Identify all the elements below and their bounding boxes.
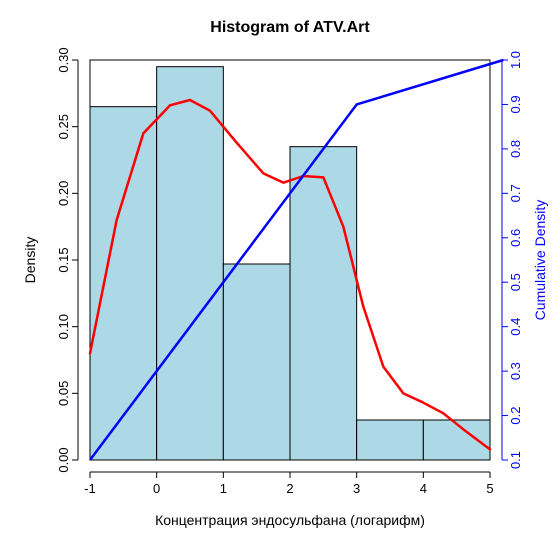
- y-right-tick-label: 0.7: [508, 184, 523, 202]
- x-axis-label: Концентрация эндосульфана (логарифм): [155, 512, 425, 528]
- y-right-tick-label: 0.4: [508, 318, 523, 336]
- y-left-axis-label: Density: [22, 237, 38, 284]
- x-tick-label: 3: [353, 481, 360, 496]
- histogram-bar: [157, 67, 224, 460]
- y-right-tick-label: 0.9: [508, 95, 523, 113]
- x-tick-label: 1: [220, 481, 227, 496]
- y-right-axis-label: Cumulative Density: [532, 200, 548, 321]
- x-tick-label: 4: [420, 481, 427, 496]
- y-left-tick-label: 0.15: [56, 247, 71, 272]
- histogram-bar: [290, 147, 357, 460]
- y-left-tick-label: 0.10: [56, 314, 71, 339]
- y-left-tick-label: 0.30: [56, 47, 71, 72]
- y-left-tick-label: 0.20: [56, 181, 71, 206]
- histogram-bar: [90, 107, 157, 460]
- histogram-bar: [357, 420, 424, 460]
- x-tick-label: 0: [153, 481, 160, 496]
- x-tick-label: 2: [286, 481, 293, 496]
- histogram-bar: [223, 264, 290, 460]
- x-tick-label: -1: [84, 481, 96, 496]
- y-right-tick-label: 0.8: [508, 140, 523, 158]
- y-right-tick-label: 0.6: [508, 229, 523, 247]
- y-right-tick-label: 0.5: [508, 273, 523, 291]
- y-right-tick-label: 0.2: [508, 407, 523, 425]
- y-right-tick-label: 1.0: [508, 51, 523, 69]
- y-left-tick-label: 0.25: [56, 114, 71, 139]
- chart-svg: -1 0 1 2 3 4 5 0.00 0.05 0.10 0.15 0.20 0.25 0.30 0.1 0…: [0, 0, 560, 560]
- y-left-tick-label: 0.00: [56, 447, 71, 472]
- histogram-bar: [423, 420, 490, 460]
- histogram-chart: -1 0 1 2 3 4 5 0.00 0.05 0.10 0.15 0.20 0.25 0.30 0.1 0…: [0, 0, 560, 560]
- y-right-tick-label: 0.1: [508, 451, 523, 469]
- x-tick-label: 5: [486, 481, 493, 496]
- chart-title: Histogram of ATV.Art: [210, 19, 370, 36]
- y-right-tick-label: 0.3: [508, 362, 523, 380]
- y-left-tick-label: 0.05: [56, 381, 71, 406]
